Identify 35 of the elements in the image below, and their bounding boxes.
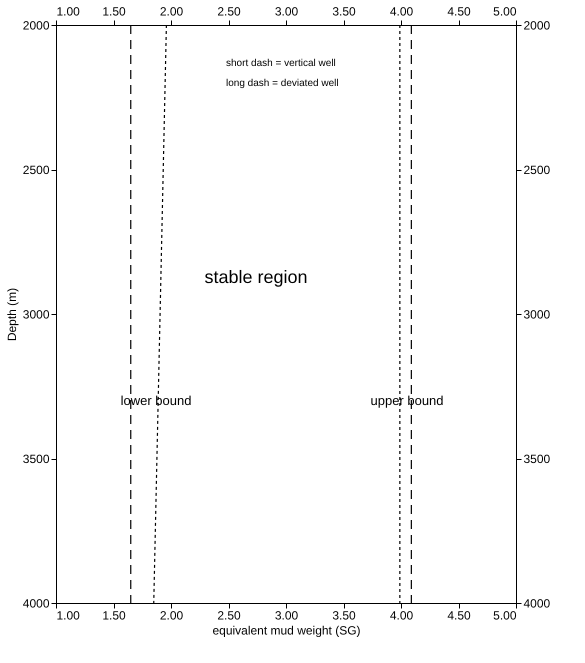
y2-tick-label: 2500 (524, 163, 551, 177)
y2-tick-label: 4000 (524, 596, 551, 610)
x2-tick-label: 1.50 (102, 4, 126, 18)
annotation: short dash = vertical well (226, 58, 336, 69)
y-tick-label: 4000 (22, 596, 50, 610)
y2-tick-label: 2000 (524, 18, 551, 32)
x-tick-label: 5.00 (493, 608, 517, 622)
x2-tick-label: 1.00 (56, 4, 80, 18)
y-tick-label: 3500 (22, 452, 50, 466)
x-tick-label: 2.00 (160, 608, 184, 622)
x2-tick-label: 4.00 (390, 4, 414, 18)
x2-tick-label: 2.50 (217, 4, 241, 18)
x2-tick-label: 3.50 (332, 4, 356, 18)
x-tick-label: 3.00 (274, 608, 298, 622)
x2-tick-label: 5.00 (493, 4, 517, 18)
y-axis-title: Depth (m) (4, 288, 19, 342)
x-tick-label: 2.50 (217, 608, 241, 622)
y-tick-label: 2500 (22, 163, 50, 177)
y2-tick-label: 3500 (524, 452, 551, 466)
x2-tick-label: 2.00 (160, 4, 184, 18)
y-tick-label: 2000 (22, 18, 50, 32)
x-tick-label: 4.50 (447, 608, 471, 622)
x-tick-label: 1.00 (56, 608, 80, 622)
x-tick-label: 4.00 (390, 608, 414, 622)
x-axis-title: equivalent mud weight (SG) (212, 624, 361, 638)
y-tick-label: 3000 (22, 308, 50, 322)
annotation: lower bound (120, 393, 192, 408)
annotation: long dash = deviated well (226, 78, 339, 89)
y2-tick-label: 3000 (524, 308, 551, 322)
annotation: stable region (204, 267, 308, 287)
x2-tick-label: 4.50 (447, 4, 471, 18)
x-tick-label: 1.50 (102, 608, 126, 622)
x-tick-label: 3.50 (332, 608, 356, 622)
x2-tick-label: 3.00 (274, 4, 298, 18)
annotation: upper bound (370, 393, 444, 408)
